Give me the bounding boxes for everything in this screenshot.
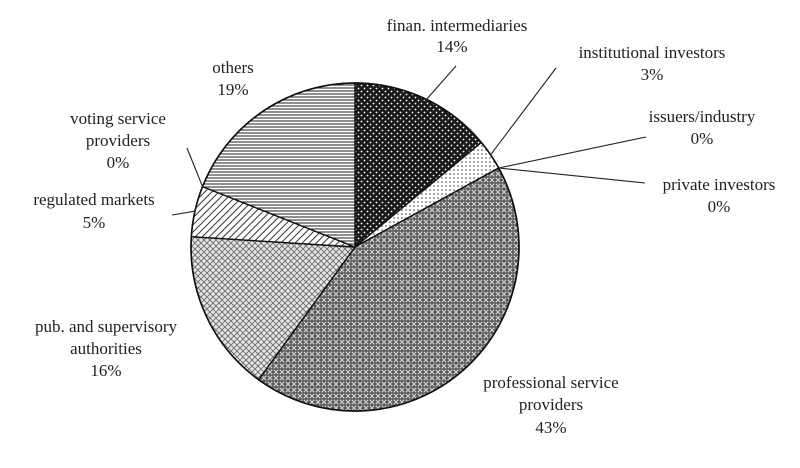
slice-label-text-line2: providers — [86, 131, 150, 150]
slice-label-text: private investors — [663, 175, 776, 194]
leader-line — [490, 67, 557, 156]
slice-label-private-investors: private investors 0% — [663, 175, 776, 216]
slice-label-institutional-investors: institutional investors 3% — [579, 43, 726, 84]
slice-label-text-line1: professional service — [483, 373, 618, 392]
leader-line — [171, 210, 195, 216]
slice-pct-label: 0% — [107, 153, 130, 172]
leader-line — [498, 167, 646, 184]
slice-label-text: finan. intermediaries — [387, 16, 528, 35]
slice-pct-label: 16% — [90, 361, 121, 380]
pie-outline — [190, 82, 520, 412]
slice-pct-label: 0% — [691, 129, 714, 148]
slice-label-professional-service-providers: professional service providers 43% — [483, 373, 618, 437]
slice-pct-label: 14% — [436, 37, 467, 56]
slice-label-text-line1: pub. and supervisory — [35, 317, 178, 336]
slice-label-voting-service-providers: voting service providers 0% — [70, 109, 166, 172]
leader-lines — [171, 65, 647, 216]
leader-line — [186, 147, 204, 187]
slice-label-pub-supervisory-authorities: pub. and supervisory authorities 16% — [35, 317, 178, 380]
slice-label-text: institutional investors — [579, 43, 726, 62]
slice-label-text-line2: providers — [519, 395, 583, 414]
slice-label-text: issuers/industry — [649, 107, 756, 126]
pie-slices — [190, 82, 520, 412]
slice-pct-label: 43% — [535, 418, 566, 437]
slice-label-regulated-markets: regulated markets 5% — [33, 190, 154, 232]
slice-label-text-line2: authorities — [70, 339, 142, 358]
slice-label-others: others 19% — [212, 58, 254, 99]
slice-label-text: others — [212, 58, 254, 77]
slice-label-text-line1: voting service — [70, 109, 166, 128]
slice-pct-label: 3% — [641, 65, 664, 84]
slice-label-issuers-industry: issuers/industry 0% — [649, 107, 756, 148]
leader-line — [498, 136, 647, 169]
slice-label-finan-intermediaries: finan. intermediaries 14% — [387, 16, 528, 56]
slice-label-text: regulated markets — [33, 190, 154, 209]
slice-pct-label: 5% — [83, 213, 106, 232]
slice-pct-label: 19% — [217, 80, 248, 99]
slice-pct-label: 0% — [708, 197, 731, 216]
leader-line — [421, 65, 457, 105]
